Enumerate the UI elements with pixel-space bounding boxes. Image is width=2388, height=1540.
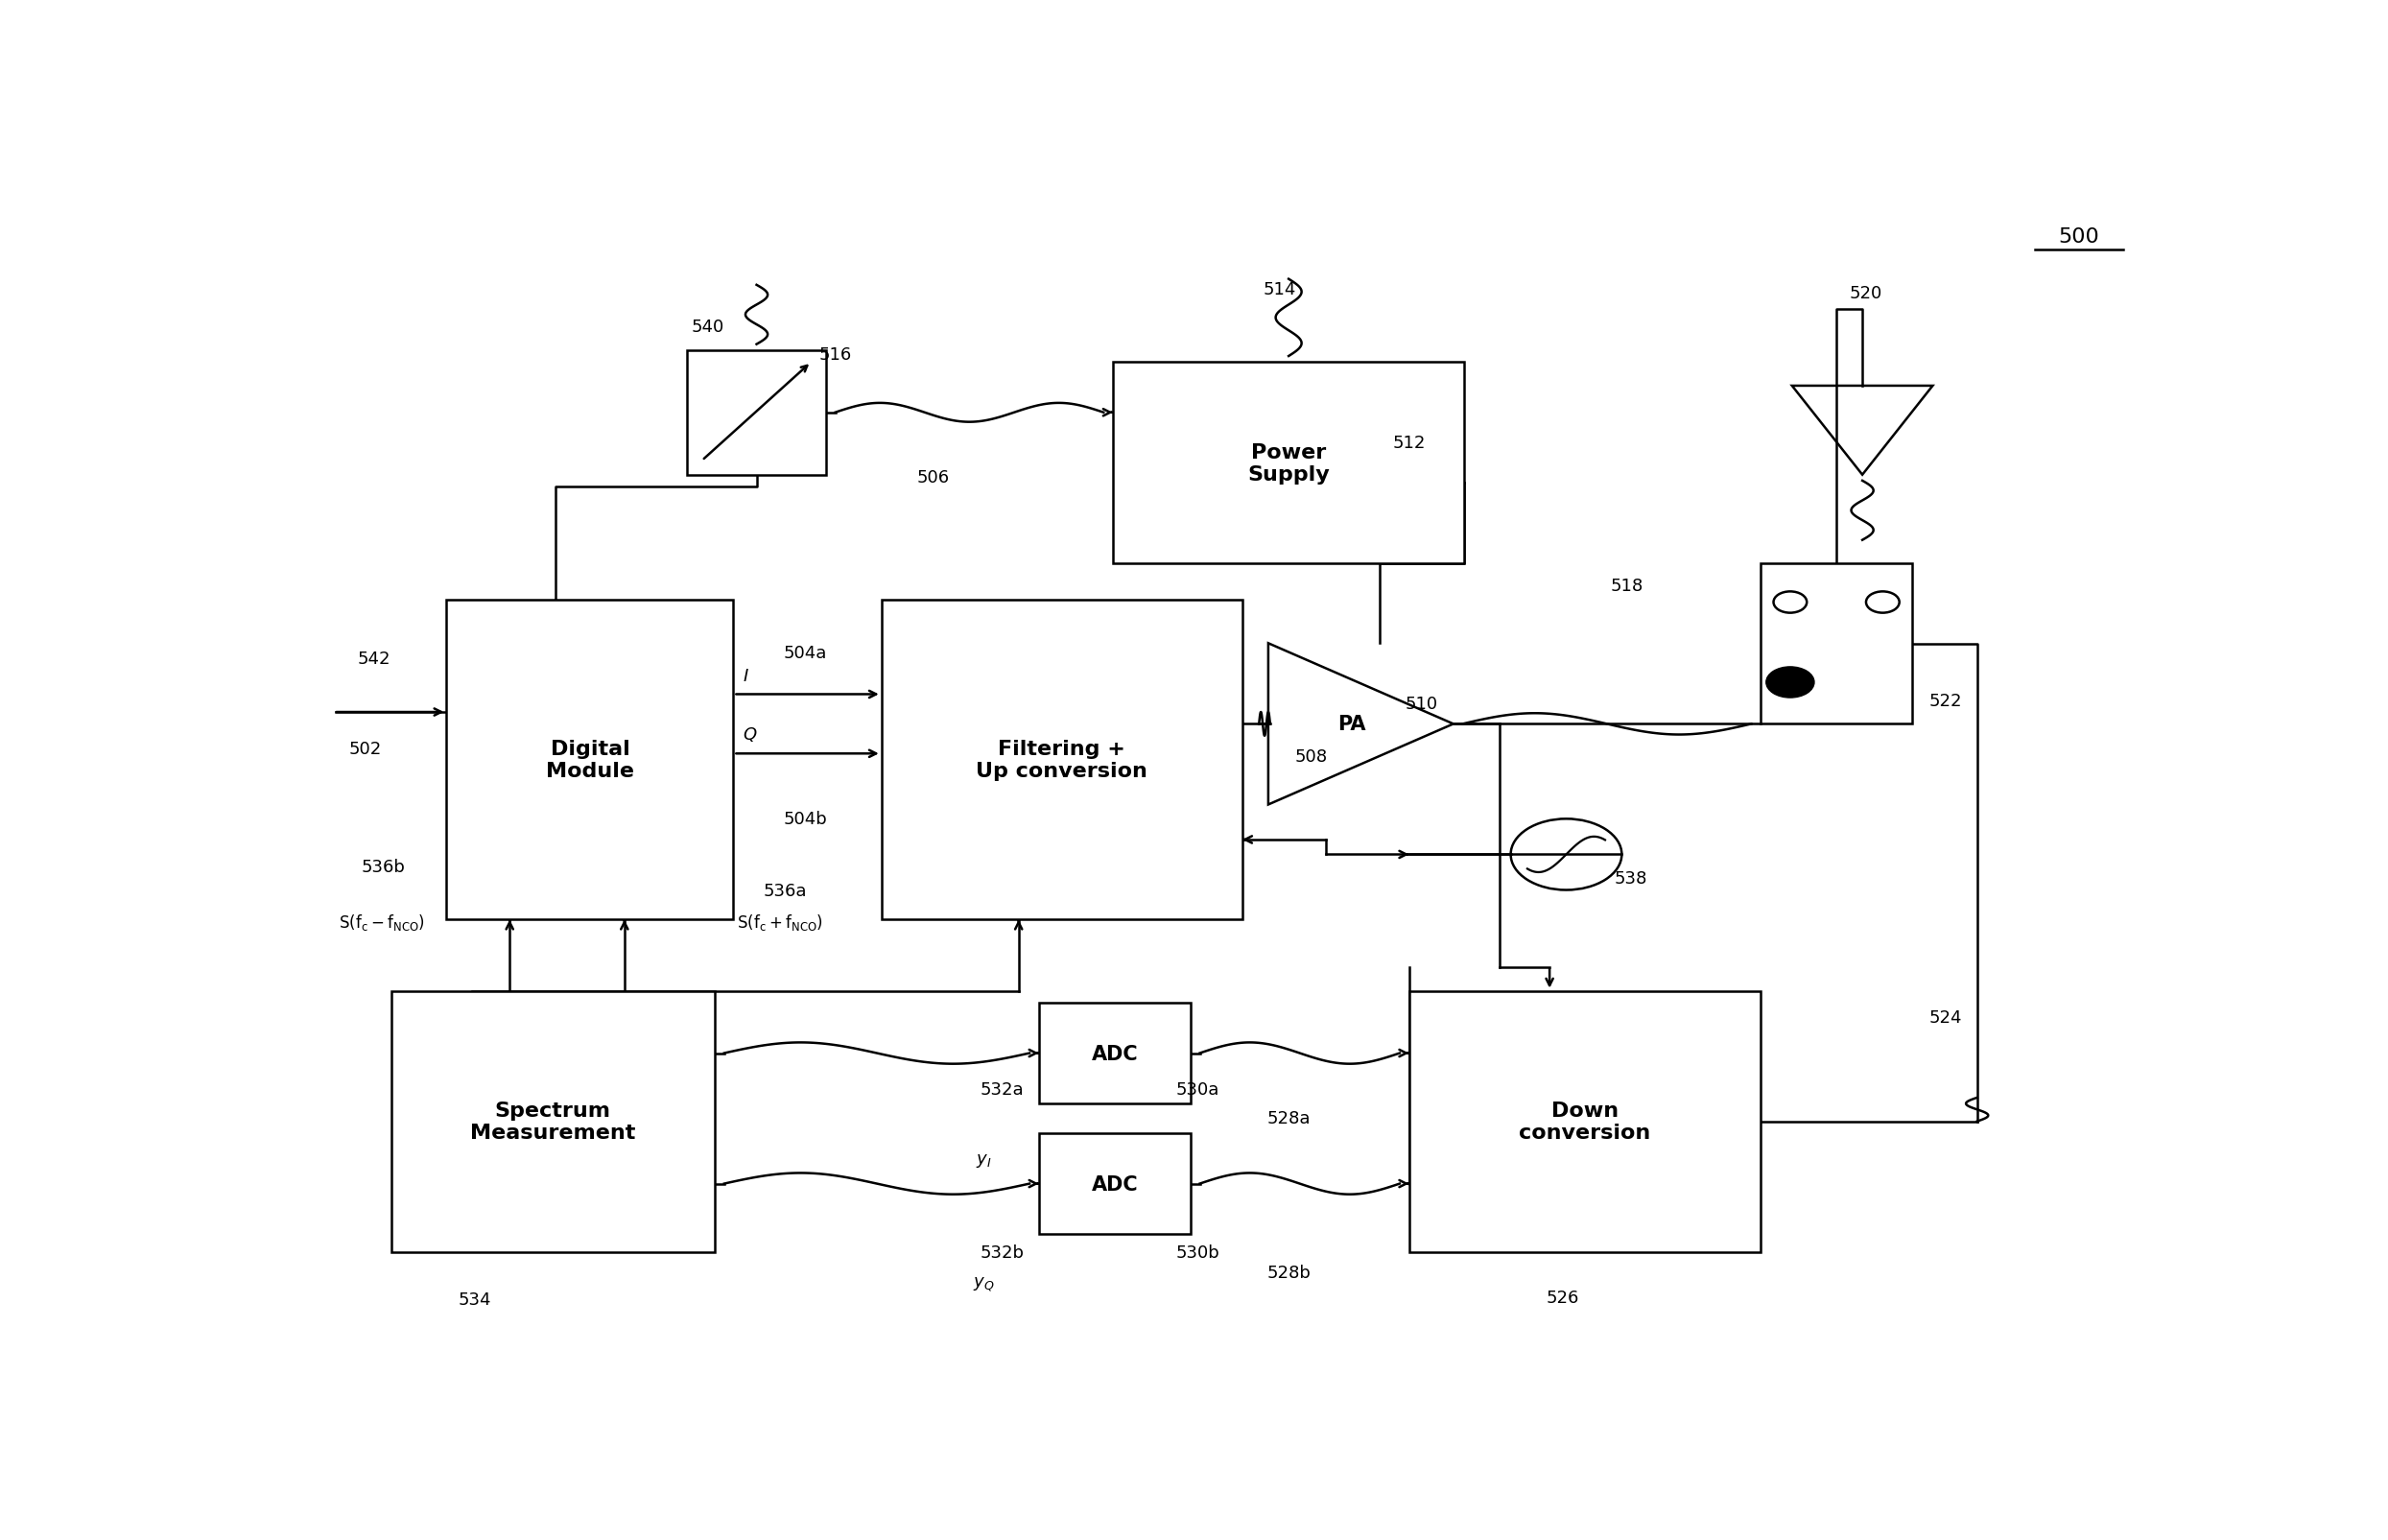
FancyBboxPatch shape	[1760, 564, 1913, 724]
Text: 528b: 528b	[1266, 1263, 1311, 1281]
Text: 534: 534	[458, 1291, 492, 1307]
FancyBboxPatch shape	[1409, 992, 1760, 1252]
Text: 504a: 504a	[783, 645, 826, 662]
FancyBboxPatch shape	[688, 351, 826, 476]
Text: 526: 526	[1545, 1289, 1578, 1306]
Text: 502: 502	[349, 741, 382, 758]
Text: Q: Q	[743, 727, 757, 744]
Text: 522: 522	[1930, 691, 1963, 710]
Text: Filtering +
Up conversion: Filtering + Up conversion	[977, 739, 1149, 781]
Text: 536a: 536a	[764, 882, 807, 899]
Text: 506: 506	[917, 470, 950, 487]
Text: 508: 508	[1294, 748, 1328, 765]
Text: Power
Supply: Power Supply	[1247, 444, 1330, 484]
Text: ADC: ADC	[1091, 1173, 1139, 1194]
Text: 542: 542	[358, 650, 392, 668]
FancyBboxPatch shape	[1039, 1003, 1192, 1104]
Text: 524: 524	[1930, 1009, 1963, 1026]
Text: $\mathrm{S(f_c + f_{NCO})}$: $\mathrm{S(f_c + f_{NCO})}$	[736, 912, 824, 932]
Circle shape	[1767, 667, 1815, 698]
Text: 512: 512	[1392, 434, 1426, 451]
Text: 536b: 536b	[361, 858, 406, 875]
Text: ADC: ADC	[1091, 1044, 1139, 1063]
Text: 532a: 532a	[979, 1081, 1024, 1098]
Text: I: I	[743, 667, 747, 684]
Text: 514: 514	[1263, 280, 1297, 297]
Text: $y_Q$: $y_Q$	[972, 1275, 993, 1294]
Text: 540: 540	[690, 319, 724, 336]
Text: $y_I$: $y_I$	[974, 1152, 991, 1169]
Text: 518: 518	[1612, 578, 1643, 594]
FancyBboxPatch shape	[1039, 1133, 1192, 1234]
Text: 500: 500	[2058, 228, 2099, 246]
Text: Spectrum
Measurement: Spectrum Measurement	[470, 1101, 635, 1143]
Text: 520: 520	[1851, 285, 1882, 302]
Text: 528a: 528a	[1266, 1109, 1311, 1127]
Text: 530a: 530a	[1177, 1081, 1220, 1098]
Text: PA: PA	[1337, 715, 1366, 735]
FancyBboxPatch shape	[447, 599, 733, 919]
Text: $\mathrm{S(f_c - f_{NCO})}$: $\mathrm{S(f_c - f_{NCO})}$	[339, 912, 425, 932]
Text: 516: 516	[819, 346, 853, 363]
FancyBboxPatch shape	[881, 599, 1242, 919]
Text: 530b: 530b	[1175, 1243, 1220, 1261]
FancyBboxPatch shape	[392, 992, 714, 1252]
Text: Digital
Module: Digital Module	[547, 739, 635, 781]
Text: 510: 510	[1407, 696, 1438, 713]
Text: 538: 538	[1614, 870, 1648, 887]
FancyBboxPatch shape	[1113, 363, 1464, 564]
Text: Down
conversion: Down conversion	[1519, 1101, 1650, 1143]
Text: 532b: 532b	[979, 1243, 1024, 1261]
Text: 504b: 504b	[783, 810, 829, 829]
